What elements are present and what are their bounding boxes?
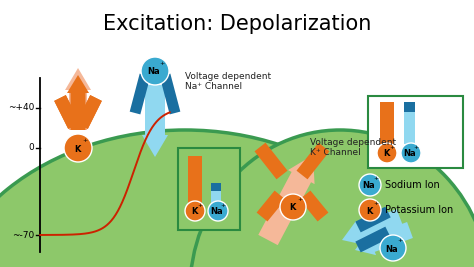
Bar xyxy=(188,156,202,204)
Text: K: K xyxy=(366,206,372,215)
FancyArrow shape xyxy=(76,93,105,129)
Text: K: K xyxy=(74,144,80,154)
FancyArrow shape xyxy=(67,75,89,130)
Text: K: K xyxy=(191,207,197,217)
FancyArrow shape xyxy=(300,191,331,223)
Text: ~-70: ~-70 xyxy=(12,230,34,239)
FancyArrow shape xyxy=(297,141,332,179)
Ellipse shape xyxy=(190,130,474,267)
Circle shape xyxy=(401,143,421,163)
Text: Na: Na xyxy=(404,150,416,159)
Text: Voltage dependent
K⁺ Channel: Voltage dependent K⁺ Channel xyxy=(310,138,396,158)
FancyArrow shape xyxy=(76,95,102,129)
Text: +: + xyxy=(197,203,203,208)
FancyArrow shape xyxy=(342,209,403,245)
Text: +: + xyxy=(82,138,88,143)
Text: K: K xyxy=(383,150,389,159)
Bar xyxy=(211,183,221,191)
Circle shape xyxy=(141,57,169,85)
Text: +: + xyxy=(373,176,378,182)
FancyBboxPatch shape xyxy=(178,148,240,230)
Text: ~+40: ~+40 xyxy=(8,104,34,112)
Text: Potassium Ion: Potassium Ion xyxy=(385,205,453,215)
FancyArrow shape xyxy=(258,155,315,245)
Text: 0: 0 xyxy=(28,143,34,152)
Text: +: + xyxy=(159,61,164,66)
Text: Voltage dependent
Na⁺ Channel: Voltage dependent Na⁺ Channel xyxy=(185,72,271,91)
Ellipse shape xyxy=(0,130,435,267)
FancyArrow shape xyxy=(252,141,288,179)
Text: Na: Na xyxy=(148,68,160,77)
Bar xyxy=(380,102,394,144)
Bar xyxy=(404,102,415,112)
Circle shape xyxy=(64,134,92,162)
Text: Sodium Ion: Sodium Ion xyxy=(385,180,440,190)
Text: +: + xyxy=(413,145,419,150)
Circle shape xyxy=(377,143,397,163)
Circle shape xyxy=(280,194,306,220)
FancyArrow shape xyxy=(254,191,285,223)
FancyArrow shape xyxy=(142,85,168,157)
Text: +: + xyxy=(389,145,395,150)
Text: K: K xyxy=(289,203,295,213)
FancyArrow shape xyxy=(51,93,80,129)
FancyArrow shape xyxy=(128,74,150,115)
FancyArrow shape xyxy=(355,222,413,255)
Circle shape xyxy=(359,199,381,221)
Text: +: + xyxy=(397,238,402,243)
FancyArrow shape xyxy=(354,227,391,255)
Text: Na: Na xyxy=(211,207,223,217)
FancyArrow shape xyxy=(354,207,391,235)
FancyBboxPatch shape xyxy=(368,96,463,168)
Circle shape xyxy=(380,235,406,261)
Bar xyxy=(404,102,415,144)
Text: +: + xyxy=(220,203,226,208)
Text: +: + xyxy=(373,201,378,206)
Circle shape xyxy=(185,201,205,221)
Text: Excitation: Depolarization: Excitation: Depolarization xyxy=(103,14,371,34)
FancyArrow shape xyxy=(160,74,182,115)
Text: Na: Na xyxy=(363,182,375,190)
Bar xyxy=(211,183,221,205)
Circle shape xyxy=(208,201,228,221)
Text: Na: Na xyxy=(386,245,398,253)
Circle shape xyxy=(359,174,381,196)
FancyArrow shape xyxy=(65,68,91,130)
FancyArrow shape xyxy=(54,95,80,129)
Text: +: + xyxy=(297,197,302,202)
